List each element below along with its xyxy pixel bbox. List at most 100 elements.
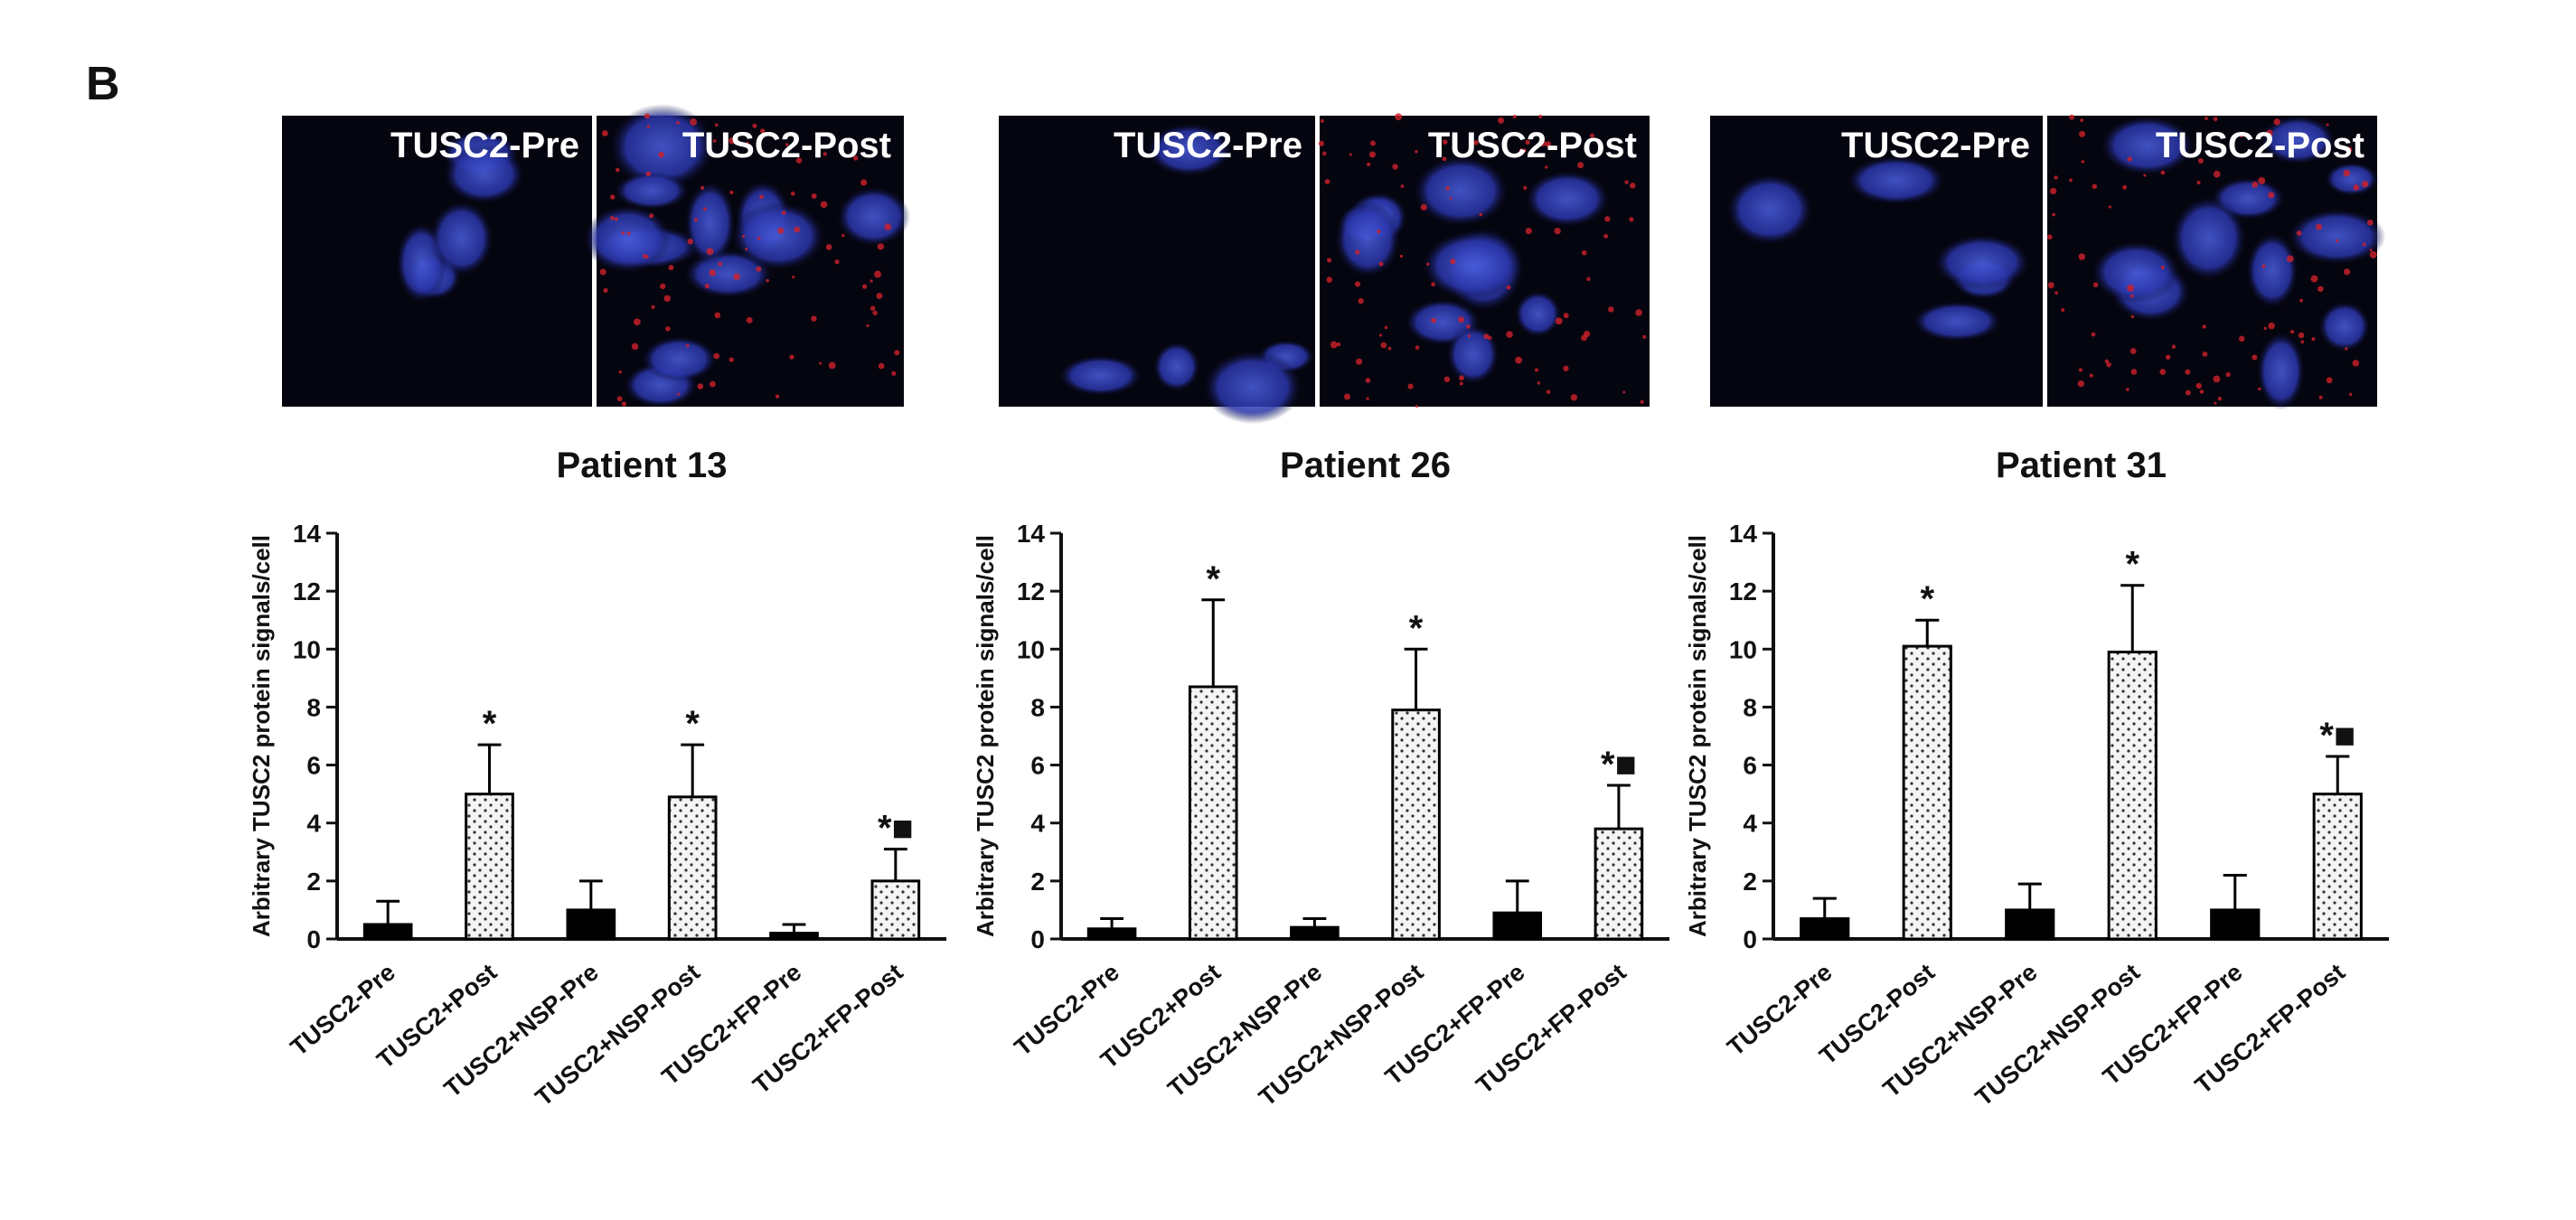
y-tick-label: 8 — [1743, 693, 1757, 721]
nucleus — [2288, 209, 2386, 265]
signal-dot — [1336, 342, 1341, 347]
signal-dot — [1467, 334, 1471, 338]
signal-dot — [2160, 170, 2166, 175]
signal-dot — [1629, 217, 1634, 222]
signal-dot — [1324, 179, 1330, 184]
error-bar — [1404, 647, 1428, 710]
signal-dot — [677, 392, 681, 396]
signal-dot — [1449, 196, 1453, 200]
error-bar — [1812, 896, 1837, 919]
signal-dot — [621, 401, 627, 407]
signal-dot — [1358, 297, 1364, 305]
signal-dot — [2336, 239, 2339, 243]
panel-label: B — [86, 58, 120, 110]
signal-dot — [1445, 186, 1450, 191]
error-bar — [1915, 618, 1940, 647]
signal-dot — [1581, 334, 1588, 342]
signal-dot — [2214, 401, 2217, 405]
signal-dot — [685, 343, 690, 348]
signal-dot — [2185, 389, 2191, 396]
signal-dot — [1459, 381, 1463, 386]
y-tick-label: 4 — [1030, 810, 1045, 838]
signal-dot — [651, 305, 655, 309]
signal-dot — [615, 167, 620, 173]
signal-dot — [777, 227, 785, 234]
signal-dot — [2213, 170, 2221, 178]
signal-dot — [1545, 165, 1548, 169]
signal-dot — [2213, 375, 2221, 383]
signal-dot — [811, 315, 817, 322]
bar — [2312, 793, 2363, 941]
y-tick-label: 12 — [293, 577, 321, 605]
signal-dot — [1420, 203, 1427, 211]
signal-dot — [2348, 392, 2353, 397]
signal-dot — [1563, 365, 1569, 371]
error-bar — [2017, 882, 2042, 910]
y-tick-label: 10 — [1729, 635, 1757, 663]
signal-dot — [665, 326, 671, 332]
nucleus — [1515, 291, 1561, 337]
signal-dot — [2263, 326, 2268, 331]
signal-dot — [714, 123, 719, 127]
signal-dot — [2092, 282, 2099, 288]
signal-dot — [1479, 212, 1483, 217]
y-tick-label: 4 — [306, 810, 321, 838]
signal-dot — [2286, 255, 2294, 263]
signal-dot — [1525, 228, 1532, 235]
bar — [1188, 685, 1238, 941]
significance-mark: * — [1206, 559, 1220, 599]
signal-dot — [1512, 115, 1517, 119]
signal-dot — [2361, 180, 2369, 188]
signal-dot — [687, 239, 693, 245]
nucleus — [583, 204, 672, 273]
signal-dot — [1539, 140, 1547, 147]
signal-dot — [2077, 380, 2085, 388]
signal-dot — [2127, 284, 2135, 292]
signal-dot — [2258, 176, 2266, 184]
signal-dot — [2343, 169, 2351, 177]
signal-dot — [2225, 371, 2231, 378]
signal-dot — [1624, 180, 1629, 184]
y-tick-label: 2 — [1030, 868, 1045, 896]
signal-dot — [2054, 175, 2058, 180]
signal-dot — [2125, 388, 2129, 391]
nucleus — [1335, 200, 1401, 277]
signal-dot — [718, 261, 723, 267]
nucleus — [1933, 234, 2030, 290]
nucleus — [684, 181, 736, 265]
signal-dot — [852, 155, 859, 161]
signal-dot — [825, 244, 832, 250]
signal-dot — [1589, 133, 1595, 138]
signal-dot — [2205, 117, 2208, 120]
nucleus — [2325, 162, 2379, 196]
signal-dot — [1577, 162, 1584, 169]
signal-dot — [2202, 324, 2206, 329]
signal-dot — [1354, 281, 1361, 287]
nucleus — [2318, 301, 2371, 352]
signal-dot — [1458, 316, 1464, 324]
signal-dot — [2069, 178, 2073, 183]
nucleus — [2246, 232, 2299, 308]
signal-dot — [1640, 399, 1644, 404]
signal-dot — [663, 295, 671, 302]
signal-dot — [2217, 396, 2223, 401]
signal-dot — [746, 316, 753, 324]
signal-dot — [2104, 359, 2110, 364]
signal-dot — [2311, 337, 2316, 342]
signal-dot — [1555, 317, 1563, 325]
signal-dot — [1537, 381, 1541, 385]
signal-dot — [2362, 242, 2366, 247]
signal-dot — [2252, 181, 2259, 188]
signal-dot — [877, 243, 885, 250]
signal-dot — [1603, 233, 1609, 239]
signal-dot — [2238, 335, 2245, 343]
signal-dot — [811, 193, 817, 199]
nucleus — [2101, 116, 2195, 175]
signal-dot — [2268, 322, 2275, 330]
signal-dot — [2089, 373, 2093, 378]
y-tick-label: 2 — [306, 868, 321, 896]
signal-dot — [2367, 219, 2374, 226]
significance-mark: * — [685, 704, 700, 744]
signal-dot — [633, 318, 641, 326]
